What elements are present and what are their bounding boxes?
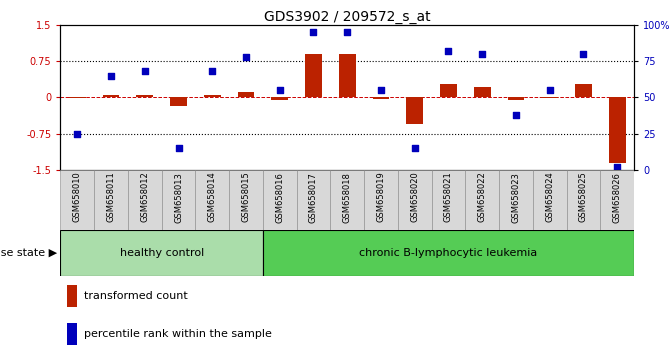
Text: GSM658014: GSM658014 — [208, 172, 217, 222]
Bar — [431, 170, 466, 230]
Point — [477, 51, 488, 57]
Bar — [601, 170, 634, 230]
Text: GSM658015: GSM658015 — [242, 172, 250, 222]
Text: GSM658024: GSM658024 — [546, 172, 554, 222]
Text: GSM658010: GSM658010 — [72, 172, 82, 222]
Bar — [136, 95, 153, 97]
Text: disease state ▶: disease state ▶ — [0, 248, 57, 258]
Bar — [297, 170, 330, 230]
Bar — [67, 323, 77, 345]
Text: GSM658022: GSM658022 — [478, 172, 486, 222]
Point — [105, 73, 116, 78]
Bar — [372, 97, 389, 99]
Bar — [566, 170, 601, 230]
Bar — [507, 97, 525, 100]
Point — [544, 87, 555, 93]
Text: GSM658021: GSM658021 — [444, 172, 453, 222]
Text: transformed count: transformed count — [85, 291, 189, 301]
Bar — [364, 170, 398, 230]
Bar — [440, 84, 457, 97]
Text: GSM658025: GSM658025 — [579, 172, 588, 222]
Bar — [541, 97, 558, 98]
Bar — [238, 92, 254, 97]
Bar — [60, 230, 263, 276]
Bar — [407, 97, 423, 124]
Bar — [499, 170, 533, 230]
Text: GSM658017: GSM658017 — [309, 172, 318, 223]
Text: GSM658026: GSM658026 — [613, 172, 622, 223]
Text: GSM658013: GSM658013 — [174, 172, 183, 223]
Bar — [339, 54, 356, 97]
Bar — [271, 97, 288, 100]
Point — [72, 131, 83, 136]
Bar — [128, 170, 162, 230]
Bar — [330, 170, 364, 230]
Bar — [162, 170, 195, 230]
Point — [612, 164, 623, 170]
Point — [140, 68, 150, 74]
Bar — [195, 170, 229, 230]
Point — [376, 87, 386, 93]
Bar — [474, 87, 491, 97]
Bar — [170, 97, 187, 106]
Text: GSM658023: GSM658023 — [511, 172, 521, 223]
Point — [342, 29, 353, 35]
Text: GSM658016: GSM658016 — [275, 172, 285, 223]
Text: GSM658020: GSM658020 — [410, 172, 419, 222]
Point — [409, 145, 420, 151]
Bar — [533, 170, 566, 230]
Text: chronic B-lymphocytic leukemia: chronic B-lymphocytic leukemia — [360, 248, 537, 258]
Bar — [60, 170, 94, 230]
Point — [511, 112, 521, 118]
Bar — [466, 170, 499, 230]
Bar — [204, 95, 221, 97]
Text: GSM658012: GSM658012 — [140, 172, 149, 222]
Bar — [398, 170, 431, 230]
Point — [578, 51, 589, 57]
Point — [308, 29, 319, 35]
Point — [173, 145, 184, 151]
Bar — [103, 96, 119, 97]
Bar — [609, 97, 625, 162]
Bar — [67, 285, 77, 307]
Text: GSM658018: GSM658018 — [343, 172, 352, 223]
Bar — [229, 170, 263, 230]
Title: GDS3902 / 209572_s_at: GDS3902 / 209572_s_at — [264, 10, 431, 24]
Bar — [263, 230, 634, 276]
Text: healthy control: healthy control — [119, 248, 204, 258]
Text: GSM658019: GSM658019 — [376, 172, 386, 222]
Bar — [305, 54, 322, 97]
Point — [274, 87, 285, 93]
Point — [443, 48, 454, 54]
Bar — [69, 97, 86, 98]
Bar — [575, 84, 592, 97]
Text: percentile rank within the sample: percentile rank within the sample — [85, 329, 272, 339]
Text: GSM658011: GSM658011 — [107, 172, 115, 222]
Bar — [263, 170, 297, 230]
Bar — [94, 170, 128, 230]
Point — [207, 68, 217, 74]
Point — [241, 54, 252, 59]
